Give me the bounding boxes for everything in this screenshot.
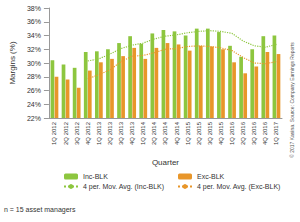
svg-text:© 2017 Kasina. Source: Company: © 2017 Kasina. Source: Company Earnings … [289,42,295,158]
svg-text:1Q 2012: 1Q 2012 [51,121,57,145]
svg-text:4 per. Mov. Avg. (Inc-BLK): 4 per. Mov. Avg. (Inc-BLK) [83,183,164,191]
svg-text:1Q 2014: 1Q 2014 [140,121,146,145]
svg-text:2Q 2014: 2Q 2014 [151,121,157,145]
svg-text:1Q 2016: 1Q 2016 [229,121,235,145]
svg-text:4Q 2013: 4Q 2013 [129,121,135,145]
svg-text:1Q 2015: 1Q 2015 [185,121,191,145]
svg-text:2Q 2013: 2Q 2013 [107,121,113,145]
svg-text:4Q 2014: 4Q 2014 [174,121,180,145]
svg-text:36%: 36% [27,18,41,25]
svg-text:Exc-BLK: Exc-BLK [197,173,225,180]
svg-text:28%: 28% [27,73,41,80]
svg-text:2Q 2015: 2Q 2015 [196,121,202,145]
svg-text:24%: 24% [27,101,41,108]
svg-text:4Q 2016: 4Q 2016 [262,121,268,145]
svg-text:38%: 38% [27,5,41,12]
svg-text:1Q 2013: 1Q 2013 [96,121,102,145]
svg-text:Quarter: Quarter [152,158,179,167]
svg-text:30%: 30% [27,60,41,67]
svg-text:4Q 2012: 4Q 2012 [85,121,91,145]
svg-text:n = 15 asset managers: n = 15 asset managers [4,206,76,214]
svg-text:3Q 2013: 3Q 2013 [118,121,124,145]
svg-text:3Q 2015: 3Q 2015 [207,121,213,145]
svg-text:4 per. Mov. Avg. (Exc-BLK): 4 per. Mov. Avg. (Exc-BLK) [197,183,280,191]
svg-text:32%: 32% [27,46,41,53]
svg-text:2Q 2012: 2Q 2012 [63,121,69,145]
svg-text:2Q 2016: 2Q 2016 [240,121,246,145]
svg-text:1Q 2017: 1Q 2017 [273,121,279,145]
svg-text:26%: 26% [27,87,41,94]
svg-text:3Q 2014: 3Q 2014 [162,121,168,145]
svg-text:Margins (%): Margins (%) [8,41,17,84]
svg-text:22%: 22% [27,115,41,122]
svg-text:34%: 34% [27,32,41,39]
svg-text:4Q 2015: 4Q 2015 [218,121,224,145]
svg-text:3Q 2016: 3Q 2016 [251,121,257,145]
svg-text:Inc-BLK: Inc-BLK [83,173,108,180]
svg-text:3Q 2012: 3Q 2012 [74,121,80,145]
